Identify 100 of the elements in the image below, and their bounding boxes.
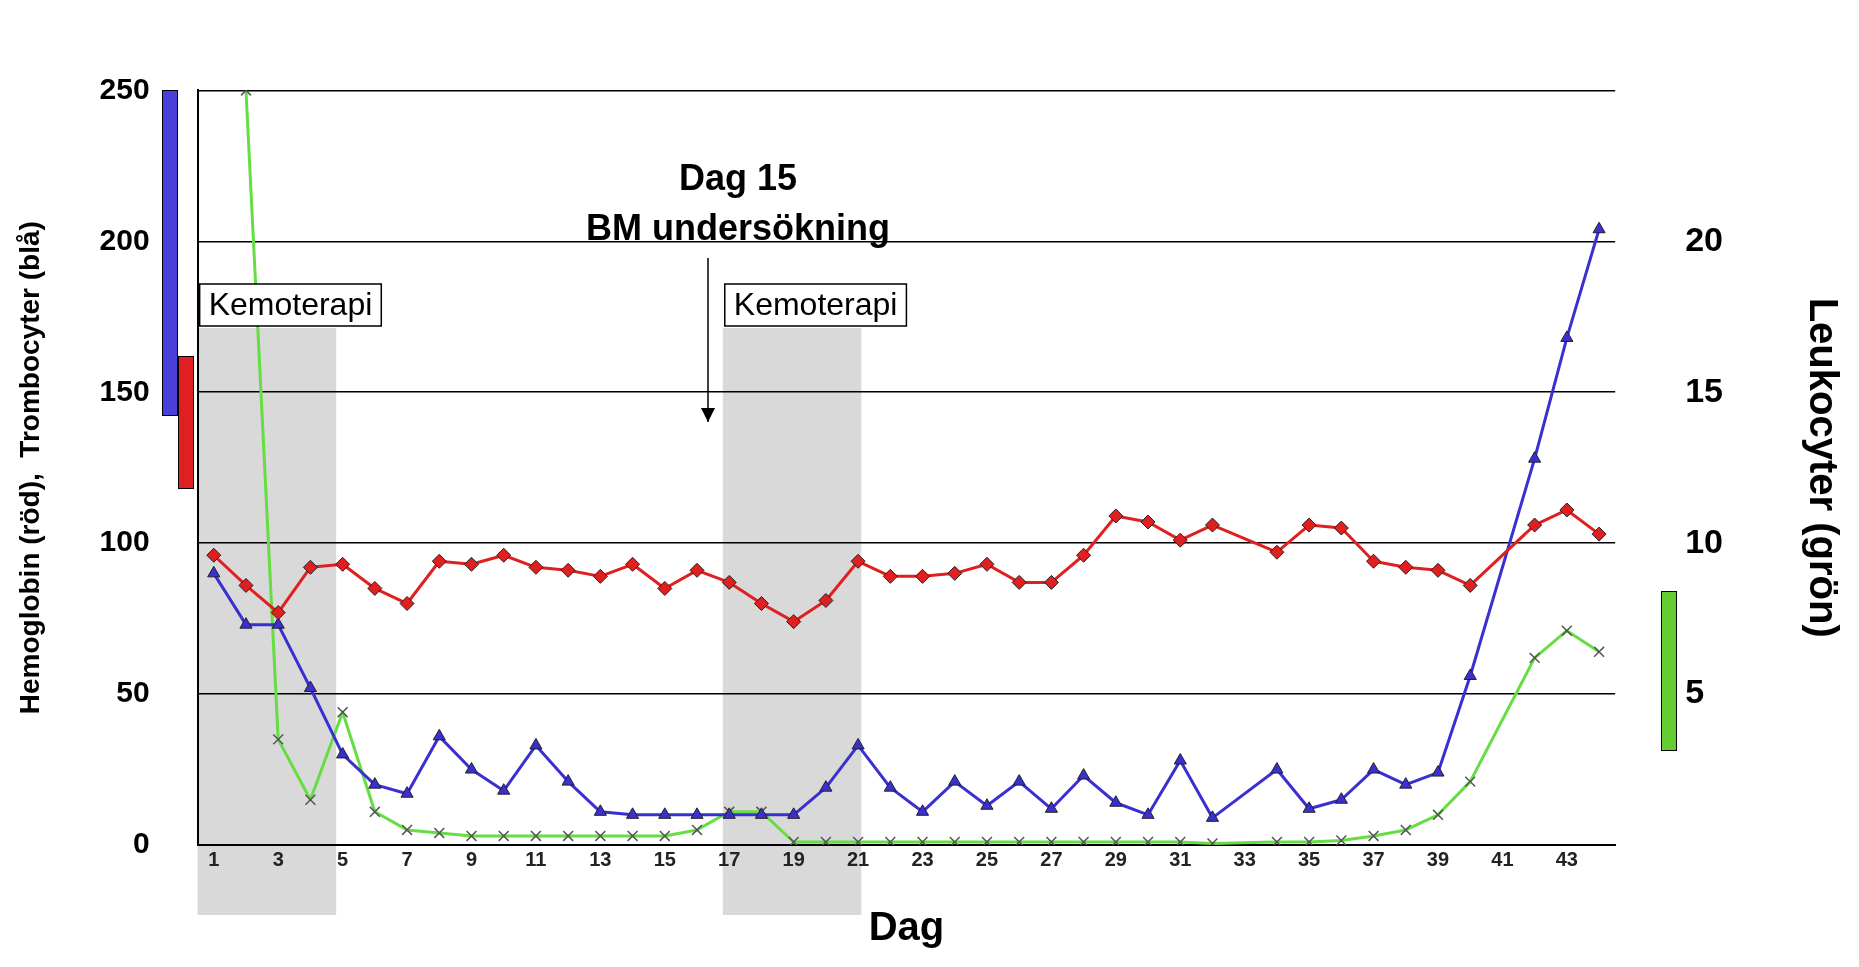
point: [1173, 752, 1187, 765]
point: [1559, 502, 1575, 518]
point: [497, 783, 511, 795]
y-tick-label: 50: [116, 675, 150, 709]
x-tick-label: 35: [1298, 847, 1321, 870]
point: [1077, 768, 1091, 780]
point: [561, 774, 575, 786]
point: [1109, 795, 1123, 807]
x-tick-label: 1: [208, 847, 220, 870]
point: [850, 553, 866, 569]
point: [948, 774, 962, 786]
point: [786, 614, 802, 630]
y2-tick-label: 5: [1685, 672, 1705, 711]
point: [1076, 547, 1092, 563]
point: [1591, 526, 1607, 542]
point: [238, 577, 254, 593]
y2-tick-label: 15: [1685, 370, 1724, 409]
x-tick-label: 27: [1040, 847, 1063, 870]
point: [368, 777, 382, 789]
point: [302, 559, 318, 575]
point: [529, 737, 543, 750]
point: [206, 547, 222, 563]
point: [1269, 544, 1285, 560]
y-tick-label: 200: [99, 222, 150, 256]
point: [658, 807, 672, 819]
point: [463, 556, 479, 572]
x-tick-label: 29: [1104, 847, 1127, 870]
point: [1366, 553, 1382, 569]
x-tick-label: 3: [272, 847, 284, 870]
point: [1140, 514, 1156, 530]
point: [207, 565, 221, 578]
x-tick-label: 33: [1233, 847, 1256, 870]
band-label: Kemoterapi: [208, 285, 373, 322]
point: [1012, 774, 1026, 786]
point: [1398, 559, 1414, 575]
point: [753, 596, 769, 612]
point: [1301, 517, 1317, 533]
x-tick-label: 19: [782, 847, 805, 870]
point: [367, 580, 383, 596]
point: [1044, 801, 1058, 813]
point: [1462, 577, 1478, 593]
y-axis-title: Hemoglobin (röd), Trombocyter (blå): [13, 221, 45, 715]
point: [1367, 762, 1381, 774]
point: [689, 562, 705, 578]
x-tick-label: 41: [1491, 847, 1514, 870]
point: [560, 562, 576, 578]
point: [625, 556, 641, 572]
point: [431, 553, 447, 569]
point: [1463, 668, 1477, 680]
y-tick-label: 100: [99, 524, 150, 558]
point: [980, 798, 994, 810]
x-tick-label: 9: [465, 847, 478, 870]
x-tick-label: 13: [589, 847, 612, 870]
y-tick-label: 150: [99, 373, 150, 407]
x-tick-label: 17: [718, 847, 741, 870]
point: [882, 568, 898, 584]
point: [303, 680, 317, 693]
point: [400, 786, 414, 798]
y2-tick-label: 10: [1685, 521, 1724, 560]
x-tick-label: 37: [1362, 847, 1385, 870]
point: [626, 807, 640, 819]
point: [1399, 777, 1413, 789]
point: [979, 556, 995, 572]
point: [1141, 807, 1155, 819]
point: [1334, 792, 1348, 804]
point: [1204, 517, 1220, 533]
point: [787, 807, 801, 819]
point: [270, 605, 286, 621]
annotation: Dag 15 BM undersökning: [585, 157, 890, 249]
point: [464, 762, 479, 774]
point: [399, 596, 415, 612]
x-tick-label: 43: [1555, 847, 1578, 870]
point: [1528, 451, 1542, 463]
point: [593, 804, 607, 816]
point: [851, 737, 865, 750]
point: [721, 574, 737, 590]
point: [271, 617, 285, 629]
x-tick-label: 21: [846, 847, 870, 870]
x-tick-label: 15: [653, 847, 676, 870]
point: [1333, 520, 1349, 536]
x-tick-label: 5: [337, 847, 349, 870]
point: [336, 746, 350, 759]
x-tick-label: 7: [401, 847, 413, 870]
point: [1430, 562, 1446, 578]
y2-tick-label: 20: [1685, 219, 1724, 258]
point: [239, 617, 253, 629]
x-tick-label: 31: [1169, 847, 1192, 870]
point: [1527, 517, 1543, 533]
x-tick-label: 25: [975, 847, 999, 870]
y-tick-label: 250: [99, 71, 150, 105]
point: [1108, 508, 1124, 524]
point: [1172, 532, 1188, 548]
point: [915, 568, 931, 584]
point: [1431, 765, 1445, 777]
x-tick-label: 23: [911, 847, 934, 870]
point: [592, 568, 608, 584]
point: [496, 547, 512, 563]
point: [432, 728, 446, 741]
y2-axis-title: Leukocyter (grön): [1801, 297, 1846, 638]
point: [335, 556, 351, 572]
